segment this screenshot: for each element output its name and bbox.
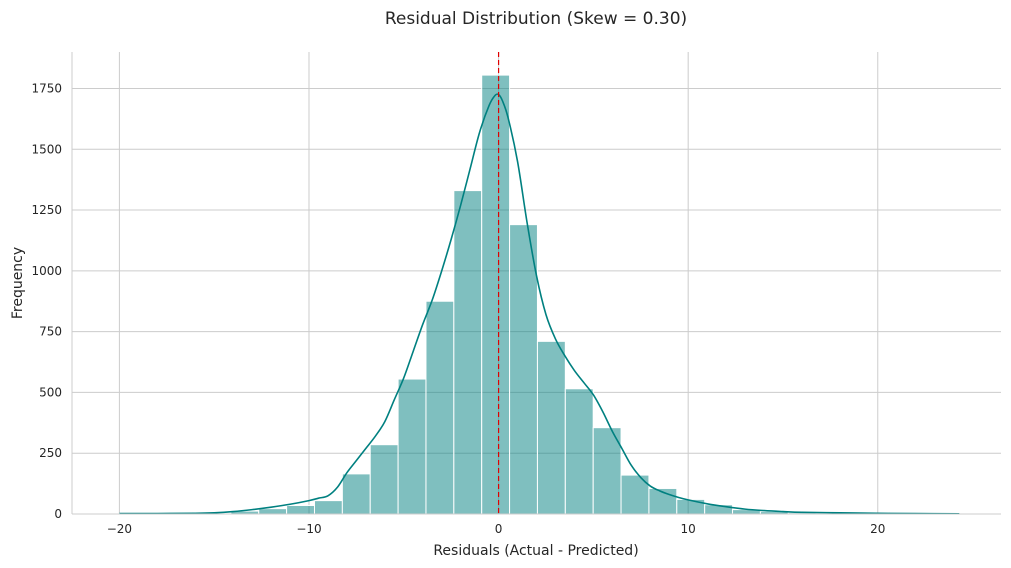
y-tick-label: 1500 [31, 142, 62, 156]
y-tick-labels: 0 250 500 750 1000 1250 1500 1750 [31, 81, 62, 521]
x-tick-labels: −20 −10 0 10 20 [107, 522, 886, 536]
histogram-bar [397, 378, 427, 515]
histogram-bars [118, 74, 956, 515]
x-axis-label: Residuals (Actual - Predicted) [433, 543, 638, 559]
x-tick-label: −10 [296, 522, 321, 536]
kde-curve-layer [119, 93, 960, 515]
y-tick-label: 250 [39, 446, 62, 460]
kde-curve [119, 93, 960, 515]
histogram-bar [536, 340, 566, 515]
x-tick-label: −20 [107, 522, 132, 536]
chart-title: Residual Distribution (Skew = 0.30) [385, 9, 687, 29]
y-tick-label: 1750 [31, 81, 62, 95]
histogram-bar [341, 473, 371, 515]
histogram-bar [620, 474, 650, 515]
histogram-bar [369, 444, 399, 515]
y-tick-label: 1000 [31, 264, 62, 278]
histogram-bar [564, 388, 594, 515]
histogram-bar [676, 498, 706, 515]
histogram-bar [313, 500, 343, 515]
y-axis-label: Frequency [10, 247, 26, 319]
histogram-bar [453, 190, 483, 515]
histogram-bar [425, 300, 455, 515]
x-tick-label: 20 [870, 522, 885, 536]
x-tick-label: 10 [681, 522, 696, 536]
y-tick-label: 1250 [31, 203, 62, 217]
y-tick-label: 0 [54, 507, 62, 521]
histogram-bar [592, 427, 622, 515]
y-tick-label: 750 [39, 325, 62, 339]
y-tick-label: 500 [39, 385, 62, 399]
histogram-bar [509, 224, 538, 515]
x-tick-label: 0 [495, 522, 503, 536]
axis-spines [71, 52, 1001, 515]
histogram-bar [258, 508, 288, 515]
histogram-bar [286, 504, 315, 515]
histogram-bar [481, 74, 511, 515]
